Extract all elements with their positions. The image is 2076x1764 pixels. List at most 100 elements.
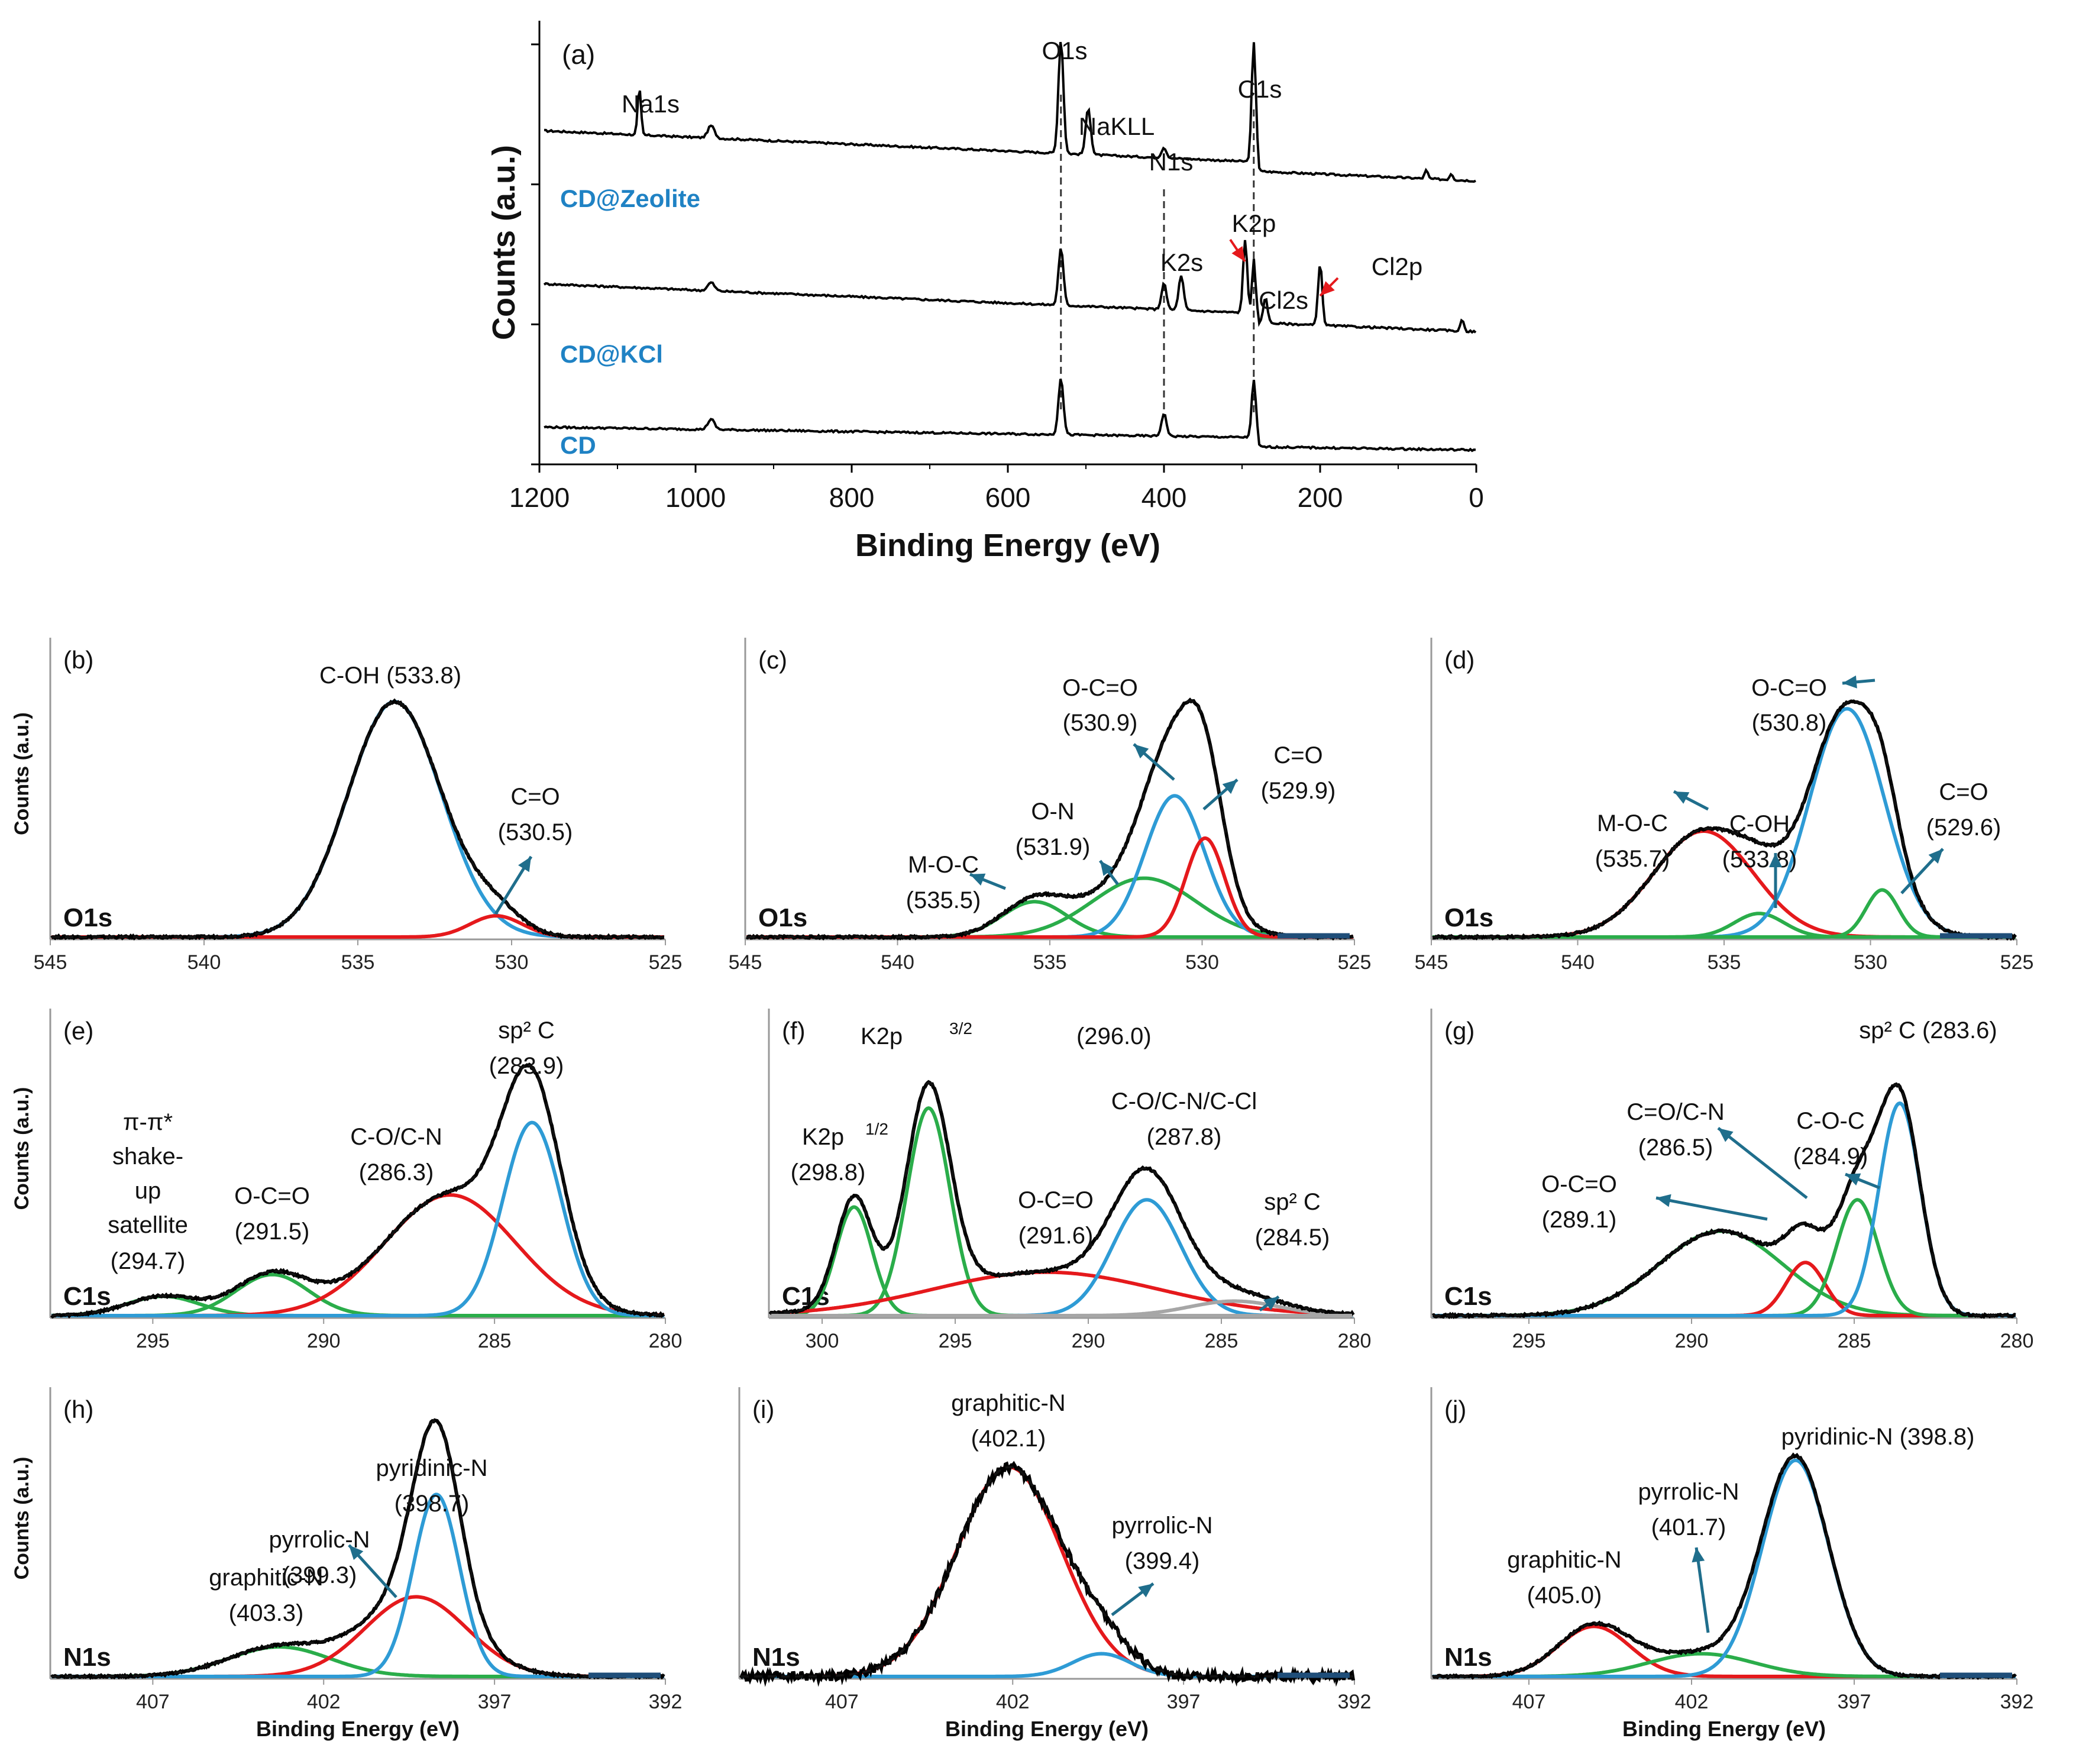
peak-annotation: (535.5) xyxy=(906,887,981,913)
peak-annotation: 1/2 xyxy=(865,1120,888,1138)
component-red xyxy=(769,1270,1354,1317)
annotation-arrow xyxy=(1673,790,1709,811)
peak-annotation: C1s xyxy=(1238,75,1282,103)
x-tick-label: 402 xyxy=(307,1691,341,1713)
annotation-arrow xyxy=(1259,1295,1280,1312)
annotation-arrow xyxy=(1692,1547,1710,1633)
x-tick-label: 295 xyxy=(939,1330,972,1352)
peak-annotation: (530.5) xyxy=(498,819,573,845)
x-tick-label: 545 xyxy=(729,951,762,974)
panel-g: 295 290 285 280 (g) C1s O-C=O (289.1) C=O/C-N (28… xyxy=(1430,1009,2034,1352)
peak-annotation: graphitic-N xyxy=(951,1390,1065,1416)
peak-annotation: Na1s xyxy=(622,90,680,118)
peak-annotation: C=O xyxy=(510,784,560,810)
region-label: C1s xyxy=(1444,1282,1492,1311)
peak-annotation: satellite xyxy=(108,1212,188,1238)
fitted-envelope xyxy=(51,1064,664,1317)
peak-annotation: Cl2p xyxy=(1372,253,1422,280)
x-tick-label: 295 xyxy=(1512,1330,1546,1352)
panel-h: 407 402 397 392(h)N1spyridinic-N(398.7)pyrr… xyxy=(49,1387,682,1713)
x-tick-label: 407 xyxy=(1512,1691,1546,1713)
x-tick-label: 300 xyxy=(806,1330,839,1352)
x-tick-label: 397 xyxy=(1838,1691,1871,1713)
peak-annotation: C=O xyxy=(1273,742,1322,768)
fitted-envelope xyxy=(1432,1083,2016,1317)
peak-annotation: (287.8) xyxy=(1147,1124,1222,1150)
annotation-arrow xyxy=(1111,1582,1155,1616)
x-tick-label: 290 xyxy=(1675,1330,1709,1352)
peak-annotation: sp² C (283.6) xyxy=(1859,1017,1997,1043)
x-tick-label: 285 xyxy=(1838,1330,1871,1352)
peak-annotation: (530.8) xyxy=(1752,710,1827,736)
peak-annotation: graphitic-N xyxy=(1507,1547,1621,1573)
peak-annotation: (399.3) xyxy=(282,1562,357,1588)
region-label: C1s xyxy=(63,1282,111,1311)
x-tick-label: 392 xyxy=(2000,1691,2034,1713)
peak-annotation: O1s xyxy=(1042,37,1087,64)
peak-annotation: (529.6) xyxy=(1926,815,2001,841)
region-label: O1s xyxy=(758,903,807,932)
peak-annotation: (286.3) xyxy=(359,1159,434,1185)
peak-annotation: O-C=O xyxy=(1062,675,1138,701)
panel-label: (i) xyxy=(752,1395,774,1423)
x-axis-title: Binding Energy (eV) xyxy=(945,1717,1149,1741)
component-green xyxy=(51,1645,664,1678)
region-label: O1s xyxy=(63,903,112,932)
x-tick-label: 530 xyxy=(1185,951,1219,974)
peak-annotation: pyridinic-N xyxy=(376,1455,488,1481)
peak-annotation: O-C=O xyxy=(1541,1171,1617,1197)
peak-annotation: (530.9) xyxy=(1063,710,1138,736)
x-tick-label: 530 xyxy=(1854,951,1887,974)
peak-annotation: pyridinic-N (398.8) xyxy=(1781,1424,1975,1450)
component-red xyxy=(51,914,664,939)
region-label: N1s xyxy=(1444,1643,1492,1672)
panel-label: (h) xyxy=(63,1395,93,1423)
x-tick-label: 397 xyxy=(1167,1691,1201,1713)
annotation-arrow xyxy=(1099,860,1119,886)
x-tick-label: 280 xyxy=(1338,1330,1372,1352)
x-axis-title: Binding Energy (eV) xyxy=(256,1717,460,1741)
k2p-arrow xyxy=(1229,238,1246,263)
annotation-arrow xyxy=(1202,778,1239,810)
x-tick-label: 280 xyxy=(2000,1330,2034,1352)
peak-annotation: (283.9) xyxy=(489,1053,564,1079)
x-tick-label: 545 xyxy=(1415,951,1448,974)
series-label: CD@KCl xyxy=(560,340,663,368)
x-tick-label: 397 xyxy=(478,1691,512,1713)
x-tick-label: 0 xyxy=(1469,482,1484,513)
peak-annotation: 3/2 xyxy=(949,1019,972,1038)
x-tick-label: 535 xyxy=(1033,951,1067,974)
x-tick-label: 402 xyxy=(996,1691,1030,1713)
fitted-envelope xyxy=(51,700,664,938)
x-tick-label: 285 xyxy=(1205,1330,1239,1352)
panel-label-a: (a) xyxy=(562,39,595,70)
x-tick-label: 407 xyxy=(136,1691,170,1713)
peak-annotation: C-OH xyxy=(1729,811,1790,837)
y-axis-title: Counts (a.u.) xyxy=(11,712,33,835)
peak-annotation: O-N xyxy=(1031,799,1074,825)
annotation-arrow xyxy=(1655,1194,1768,1221)
peak-annotation: C-OH (533.8) xyxy=(319,663,461,689)
peak-annotation: C-O/C-N/C-Cl xyxy=(1111,1088,1257,1114)
peak-annotation: up xyxy=(135,1178,161,1204)
x-tick-label: 295 xyxy=(136,1330,170,1352)
x-tick-label: 525 xyxy=(2000,951,2034,974)
x-tick-label: 540 xyxy=(1561,951,1595,974)
peak-annotation: (296.0) xyxy=(1076,1023,1152,1049)
panel-c: 545 540 535 530 525 (c) O1s M-O-C (535.5) O-N (531… xyxy=(729,638,1371,974)
peak-annotation: K2p xyxy=(802,1124,844,1150)
component-red xyxy=(1432,1261,2016,1317)
spectrum-cd-zeolite xyxy=(544,41,1476,183)
peak-annotation: Cl2s xyxy=(1259,286,1308,314)
component-green xyxy=(1432,1229,2016,1317)
x-tick-label: 402 xyxy=(1675,1691,1709,1713)
peak-annotation: K2p xyxy=(1232,209,1276,237)
peak-annotation: (284.9) xyxy=(1793,1143,1868,1169)
spectrum-cd xyxy=(544,379,1476,453)
x-axis-title: Binding Energy (eV) xyxy=(1622,1717,1826,1741)
annotation-arrow xyxy=(494,855,533,915)
x-tick-label: 530 xyxy=(495,951,529,974)
annotation-arrow xyxy=(969,873,1006,890)
peak-annotation: (298.8) xyxy=(791,1159,866,1185)
